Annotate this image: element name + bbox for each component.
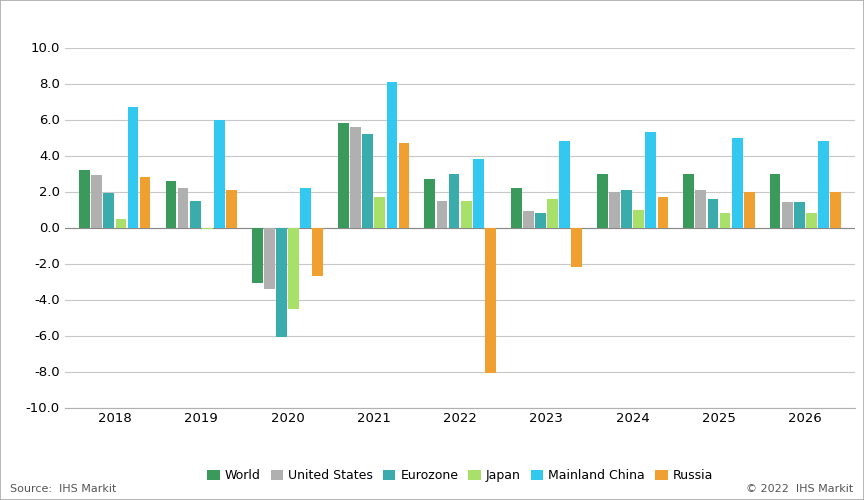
Bar xyxy=(720,213,730,228)
Bar xyxy=(252,228,263,283)
Bar xyxy=(202,228,213,230)
Bar xyxy=(485,228,496,374)
Bar xyxy=(461,200,472,228)
Bar xyxy=(782,202,792,228)
Bar xyxy=(264,228,275,288)
Bar xyxy=(448,174,460,228)
Bar xyxy=(744,192,754,228)
Bar xyxy=(547,198,558,228)
Bar xyxy=(312,228,323,276)
Text: © 2022  IHS Markit: © 2022 IHS Markit xyxy=(746,484,854,494)
Legend: World, United States, Eurozone, Japan, Mainland China, Russia: World, United States, Eurozone, Japan, M… xyxy=(202,464,718,487)
Bar xyxy=(732,138,742,228)
Bar xyxy=(621,190,632,228)
Bar xyxy=(128,107,138,228)
Bar xyxy=(300,188,311,228)
Bar xyxy=(104,194,114,228)
Bar xyxy=(338,123,349,228)
Bar xyxy=(571,228,582,267)
Bar xyxy=(708,198,718,228)
Bar xyxy=(166,180,176,228)
Bar xyxy=(794,202,804,228)
Bar xyxy=(609,192,620,228)
Bar xyxy=(350,126,361,228)
Bar xyxy=(288,228,299,308)
Bar xyxy=(597,174,608,228)
Bar xyxy=(473,159,484,228)
Bar xyxy=(276,228,287,338)
Bar xyxy=(645,132,657,228)
Bar xyxy=(398,143,410,228)
Bar xyxy=(535,213,546,228)
Text: Real GDP growth (percent change): Real GDP growth (percent change) xyxy=(10,16,362,34)
Bar xyxy=(92,176,102,228)
Bar xyxy=(830,192,841,228)
Bar xyxy=(523,212,534,228)
Bar xyxy=(79,170,90,228)
Bar xyxy=(362,134,373,228)
Bar xyxy=(116,218,126,228)
Bar xyxy=(214,120,225,228)
Bar xyxy=(806,213,816,228)
Bar xyxy=(658,197,668,228)
Bar xyxy=(226,190,237,228)
Bar xyxy=(178,188,188,228)
Text: Source:  IHS Markit: Source: IHS Markit xyxy=(10,484,117,494)
Bar xyxy=(683,174,694,228)
Bar xyxy=(696,190,706,228)
Bar xyxy=(770,174,780,228)
Bar xyxy=(190,200,200,228)
Bar xyxy=(386,82,397,228)
Bar xyxy=(436,200,448,228)
Bar xyxy=(374,197,385,228)
Bar xyxy=(140,177,150,228)
Bar xyxy=(633,210,645,228)
Bar xyxy=(424,179,435,228)
Bar xyxy=(559,141,570,228)
Bar xyxy=(511,188,522,228)
Bar xyxy=(818,141,829,228)
